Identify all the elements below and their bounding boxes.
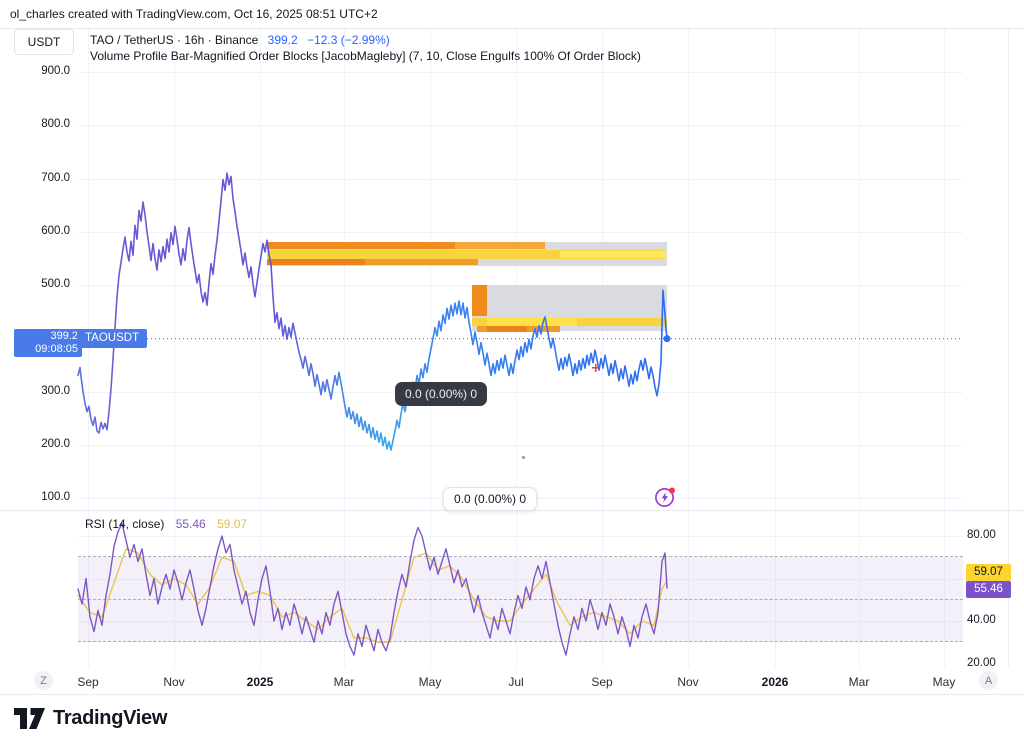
symbol-legend-row[interactable]: TAO / TetherUS · 16h · Binance 399.2 −12… — [90, 33, 390, 47]
time-label: May — [418, 675, 442, 689]
h-gridline — [78, 445, 963, 446]
price-change-value: −12.3 (−2.99%) — [307, 33, 390, 47]
time-label: Sep — [77, 675, 99, 689]
light-tooltip: 0.0 (0.00%) 0 — [443, 487, 538, 511]
time-label: Nov — [163, 675, 185, 689]
h-gridline — [78, 392, 963, 393]
tradingview-wordmark: TradingView — [53, 707, 168, 729]
dark-tooltip: 0.0 (0.00%) 0 — [395, 382, 488, 406]
v-gridline — [859, 28, 860, 668]
auto-scale-button-label: A — [984, 674, 993, 687]
tradingview-mark-icon — [14, 708, 45, 729]
rsi-tick-label: 80.00 — [967, 529, 996, 541]
frame-bottom-line — [0, 694, 1024, 695]
price-axis-label: 399.2 09:08:05 — [14, 329, 82, 357]
rsi-tick-label: 40.00 — [967, 614, 996, 626]
timezone-button-label: Z — [40, 674, 47, 687]
indicator-legend-row[interactable]: Volume Profile Bar-Magnified Order Block… — [90, 49, 641, 63]
currency-scale-button[interactable]: USDT — [14, 29, 74, 55]
time-label: 2025 — [246, 675, 274, 689]
attribution-text: ol_charles created with TradingView.com,… — [10, 7, 378, 21]
price-tick-label: 300.0 — [41, 385, 70, 397]
order-block — [267, 242, 455, 249]
h-gridline — [78, 232, 963, 233]
price-axis-label-countdown: 09:08:05 — [35, 343, 78, 355]
order-block — [267, 259, 365, 265]
time-label: Sep — [591, 675, 613, 689]
price-tick-label: 100.0 — [41, 491, 70, 503]
symbol-price-tag: TAOUSDT — [77, 329, 148, 348]
dot-marker — [522, 456, 525, 459]
order-block — [487, 318, 577, 326]
rsi-main-axis-badge: 55.46 — [966, 581, 1011, 598]
h-gridline — [78, 125, 963, 126]
rsi-tick-label: 20.00 — [967, 657, 996, 669]
price-tick-label: 600.0 — [41, 225, 70, 237]
rsi-signal-axis-badge: 59.07 — [966, 564, 1011, 581]
price-tick-label: 800.0 — [41, 118, 70, 130]
time-label: 2026 — [761, 675, 789, 689]
price-tick-label: 700.0 — [41, 172, 70, 184]
flash-icon[interactable] — [653, 485, 677, 514]
currency-scale-label: USDT — [27, 35, 61, 49]
time-label: Mar — [848, 675, 870, 689]
frame-top-line — [0, 28, 1024, 29]
price-axis-label-price: 399.2 — [50, 330, 78, 342]
rsi-main-value: 55.46 — [175, 517, 206, 531]
rsi-upper-band-line — [78, 556, 963, 558]
symbol-title: TAO / TetherUS · 16h · Binance — [90, 33, 259, 47]
order-block — [560, 251, 666, 258]
time-label: Jul — [508, 675, 524, 689]
rsi-signal-value: 59.07 — [217, 517, 248, 531]
tradingview-logo[interactable]: TradingView — [14, 707, 167, 730]
v-gridline — [688, 28, 689, 668]
h-gridline — [78, 72, 963, 73]
auto-scale-button[interactable]: A — [979, 671, 998, 690]
indicator-title: Volume Profile Bar-Magnified Order Block… — [90, 49, 641, 63]
order-block-volume-bar — [472, 285, 487, 316]
v-gridline — [775, 28, 776, 668]
price-tick-label: 200.0 — [41, 438, 70, 450]
time-axis[interactable] — [0, 668, 1024, 694]
last-price-value: 399.2 — [267, 33, 298, 47]
price-tick-label: 900.0 — [41, 65, 70, 77]
time-label: Nov — [677, 675, 699, 689]
v-gridline — [944, 28, 945, 668]
order-block — [487, 326, 527, 332]
h-gridline — [78, 536, 963, 537]
time-label: May — [932, 675, 956, 689]
rsi-middle-band-line — [78, 598, 963, 600]
h-gridline — [78, 179, 963, 180]
rsi-title: RSI (14, close) — [85, 517, 165, 531]
price-tick-label: 500.0 — [41, 278, 70, 290]
cross-marker — [592, 364, 600, 372]
rsi-legend-row[interactable]: RSI (14, close) 55.46 59.07 — [85, 517, 247, 531]
rsi-lower-band-line — [78, 641, 963, 643]
plot-right-edge — [1008, 28, 1009, 668]
time-label: Mar — [333, 675, 355, 689]
order-block — [455, 242, 545, 249]
timezone-button[interactable]: Z — [34, 671, 53, 690]
